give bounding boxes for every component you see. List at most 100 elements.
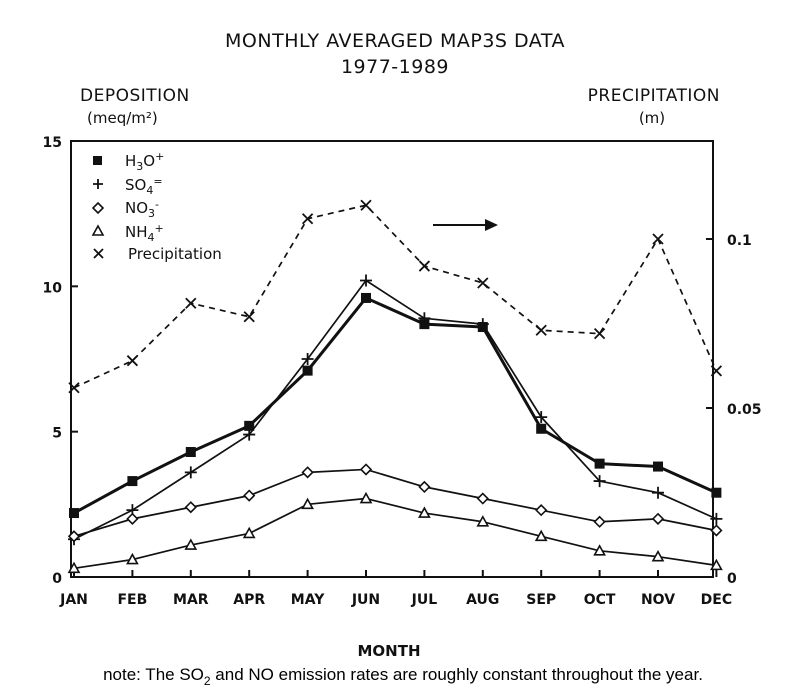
data-point-nh4 — [651, 550, 665, 562]
x-tick-label: JAN — [59, 592, 88, 608]
data-point-nh4 — [534, 529, 548, 542]
data-point-so4 — [301, 353, 314, 365]
legend-label-precipitation: Precipitation — [128, 245, 222, 263]
data-point-so4 — [476, 318, 489, 331]
legend-diamond-marker — [91, 201, 105, 215]
series-line-so4 — [73, 279, 717, 540]
data-point-nh4 — [593, 544, 606, 556]
chart-subtitle: 1977-1989 — [341, 56, 449, 78]
y2-axis-label: PRECIPITATION — [588, 86, 720, 106]
data-point-precipitation — [301, 213, 314, 225]
data-point-h3o — [127, 476, 138, 487]
axis-ticks: 0 5 10 15 0 0.05 0.1 JAN FEB MAR APR MAY JUN JUL AUG SE… — [43, 135, 762, 608]
data-point-no3 — [651, 512, 665, 525]
data-point-no3 — [710, 524, 723, 537]
x-tick-label: MAY — [291, 592, 325, 608]
data-point-so4 — [418, 312, 431, 325]
x-tick-label: SEP — [526, 592, 556, 608]
footnote: note: The SO2 and NO emission rates are … — [103, 665, 703, 688]
data-point-precipitation — [652, 233, 664, 245]
data-point-h3o — [244, 420, 255, 431]
x-tick-label: FEB — [117, 592, 147, 608]
x-axis-label: MONTH — [357, 642, 420, 660]
data-point-nh4 — [126, 552, 139, 565]
data-point-nh4 — [67, 561, 81, 574]
y-tick-label: 5 — [52, 426, 62, 442]
data-point-so4 — [535, 411, 548, 424]
data-point-nh4 — [301, 497, 314, 510]
data-point-h3o — [302, 365, 313, 376]
data-point-no3 — [593, 515, 606, 528]
y2-axis-unit: (m) — [639, 109, 665, 127]
data-point-no3 — [67, 530, 81, 543]
series-line-h3o — [73, 296, 718, 515]
data-point-h3o — [69, 508, 79, 519]
plot-frame — [70, 140, 714, 578]
y-tick-label: 10 — [43, 280, 63, 296]
legend-square-marker — [93, 156, 102, 165]
x-tick-label: NOV — [641, 592, 675, 608]
data-point-nh4 — [710, 558, 723, 571]
data-point-so4 — [652, 486, 664, 499]
data-point-h3o — [361, 292, 371, 303]
data-point-no3 — [243, 489, 256, 502]
x-tick-label: AUG — [466, 592, 499, 608]
legend-label-so4: SO4= — [125, 175, 163, 197]
data-point-nh4 — [242, 526, 256, 539]
y-axis-unit: (meq/m²) — [87, 109, 158, 127]
x-tick-label: APR — [233, 592, 265, 608]
data-point-no3 — [535, 504, 548, 517]
x-tick-label: DEC — [701, 592, 732, 608]
data-point-no3 — [476, 492, 489, 505]
data-point-no3 — [126, 512, 139, 525]
data-point-precipitation — [68, 382, 80, 394]
data-point-so4 — [710, 512, 723, 525]
legend-label-no3: NO3- — [125, 198, 159, 220]
data-point-nh4 — [184, 538, 198, 550]
y-tick-label: 15 — [43, 135, 62, 151]
data-point-nh4 — [359, 491, 373, 504]
legend-label-h3o: H3O+ — [125, 150, 164, 173]
legend-label-nh4: NH4+ — [125, 222, 164, 244]
series-markers — [67, 199, 723, 574]
data-point-precipitation — [710, 365, 723, 377]
y-tick-label: 0 — [52, 571, 62, 587]
data-point-so4 — [184, 466, 197, 479]
data-point-precipitation — [477, 277, 489, 289]
data-point-h3o — [185, 447, 196, 458]
data-point-precipitation — [185, 297, 197, 309]
data-point-precipitation — [418, 260, 431, 272]
data-point-precipitation — [243, 311, 255, 323]
series-line-no3 — [73, 468, 717, 538]
data-point-precipitation — [593, 328, 606, 340]
data-point-so4 — [243, 428, 256, 441]
x-tick-label: JUN — [351, 592, 380, 608]
data-point-nh4 — [418, 506, 431, 518]
series-line-nh4 — [73, 497, 717, 570]
data-point-so4 — [360, 274, 372, 287]
x-tick-label: OCT — [584, 592, 616, 608]
legend: H3O+ SO4= NO3- NH4+ Precipitation — [91, 150, 222, 263]
y2-tick-label: 0 — [727, 571, 737, 587]
legend-plus-marker — [93, 179, 103, 189]
right-arrow — [433, 219, 498, 231]
data-point-no3 — [301, 466, 314, 479]
y2-tick-label: 0.1 — [727, 233, 752, 249]
x-tick-label: JUL — [411, 592, 438, 608]
data-point-nh4 — [476, 515, 490, 527]
legend-triangle-marker — [91, 224, 105, 236]
chart-title: MONTHLY AVERAGED MAP3S DATA — [225, 30, 565, 52]
data-point-precipitation — [535, 324, 547, 336]
data-point-no3 — [359, 463, 373, 476]
data-point-no3 — [418, 480, 431, 494]
y-axis-label: DEPOSITION — [80, 86, 190, 106]
y2-tick-label: 0.05 — [727, 402, 762, 418]
data-point-h3o — [711, 487, 722, 498]
data-point-precipitation — [360, 199, 372, 211]
data-point-h3o — [653, 461, 663, 472]
data-point-h3o — [536, 423, 547, 434]
data-point-h3o — [594, 458, 605, 469]
legend-x-marker — [93, 248, 104, 259]
x-tick-label: MAR — [173, 592, 209, 608]
